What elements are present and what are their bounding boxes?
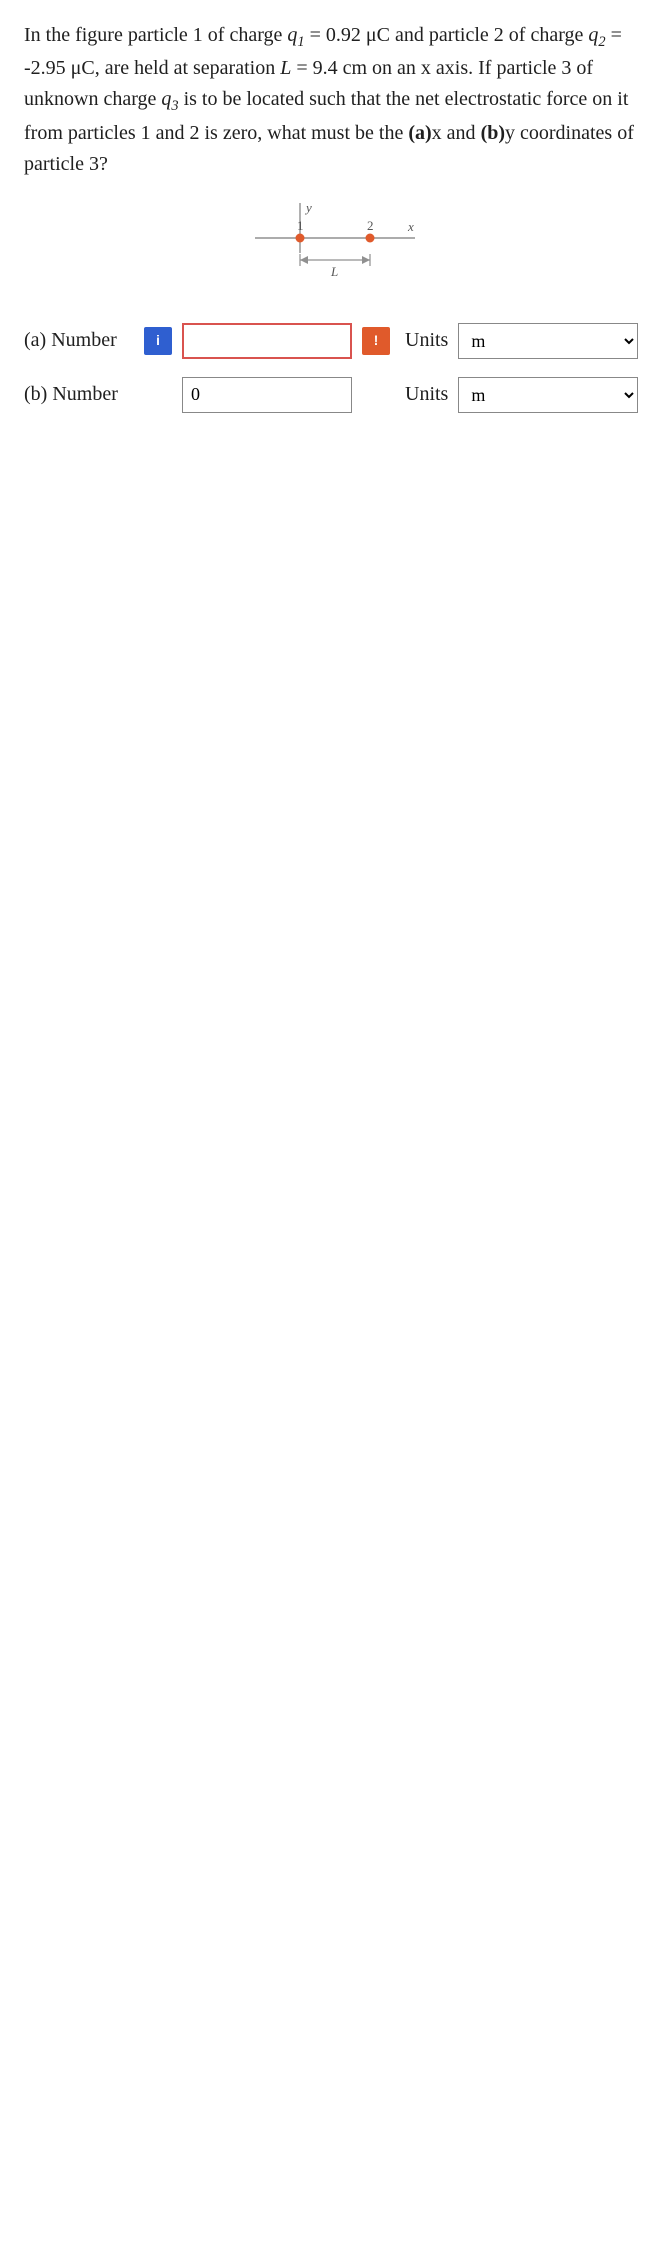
particle-2 [366,233,375,242]
question-text: In the figure particle 1 of charge q1 = … [24,20,646,180]
figure-container: y x 1 2 L [24,198,646,293]
answer-a-input[interactable] [182,323,352,359]
physics-figure: y x 1 2 L [245,198,425,288]
particle-1-label: 1 [297,218,304,233]
particle-2-label: 2 [367,218,374,233]
y-axis-label: y [304,200,312,215]
units-b-label: Units [405,383,448,406]
x-axis-label: x [407,219,414,234]
units-a-label: Units [405,329,448,352]
L-label: L [330,264,338,279]
answer-row-b: (b) Number Units m [24,377,646,413]
answer-a-label: (a) Number [24,329,134,352]
units-b-select[interactable]: m [458,377,638,413]
units-a-select[interactable]: m [458,323,638,359]
info-flag-icon[interactable]: i [144,327,172,355]
answer-row-a: (a) Number i ! Units m [24,323,646,359]
answer-b-label: (b) Number [24,383,134,406]
L-arrow-right [362,256,370,264]
particle-1 [296,233,305,242]
answer-b-input[interactable] [182,377,352,413]
error-flag-icon: ! [362,327,390,355]
L-arrow-left [300,256,308,264]
